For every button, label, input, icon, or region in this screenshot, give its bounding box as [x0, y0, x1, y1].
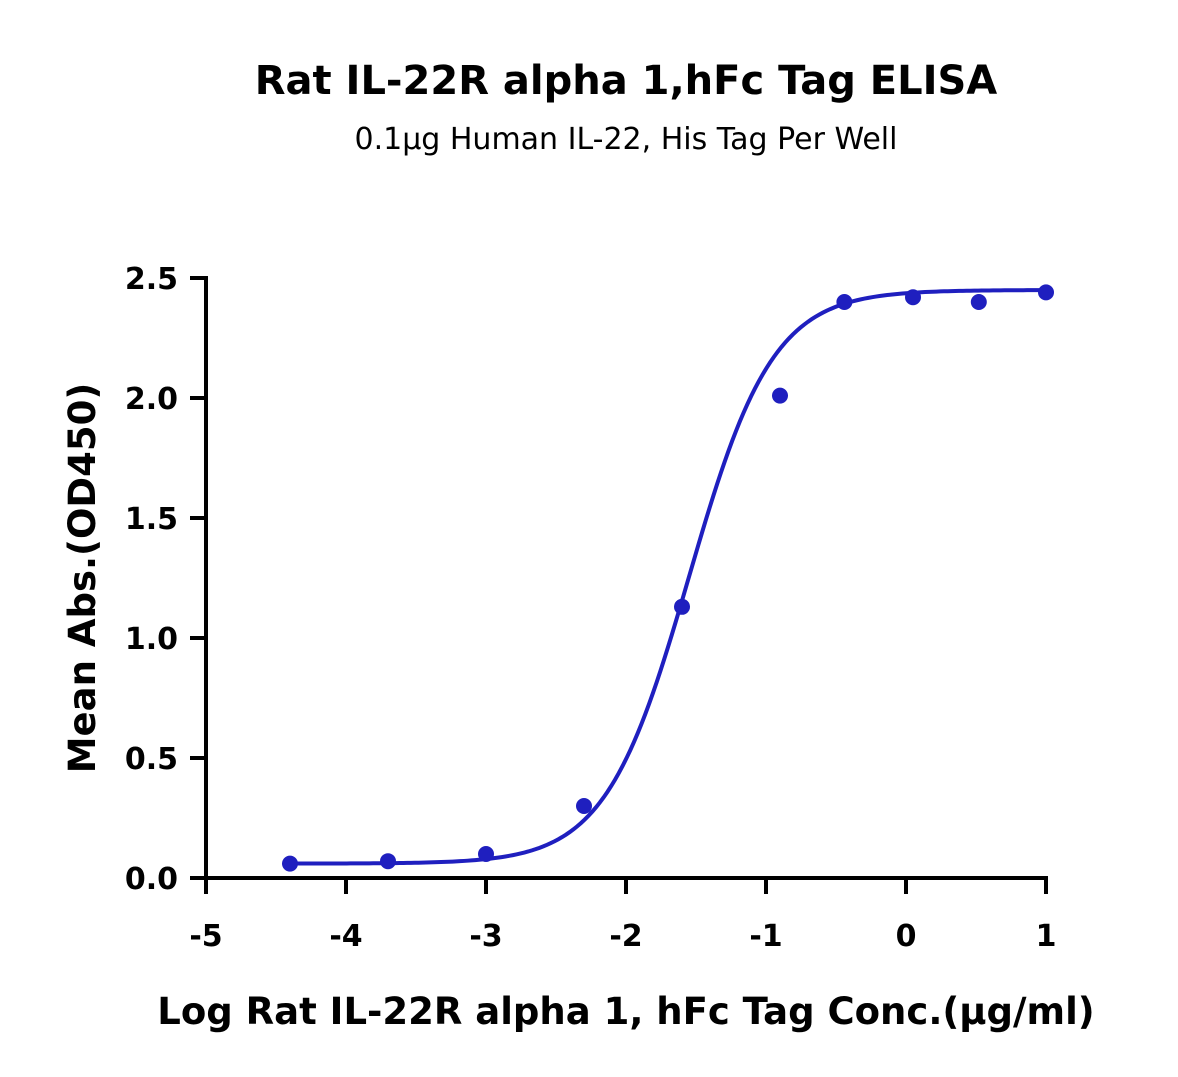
data-point	[1038, 284, 1054, 301]
x-axis-ticks: -5 -4 -3 -2 -1 0 1	[189, 878, 1056, 954]
data-point	[478, 846, 494, 862]
y-axis-ticks: 0.0 0.5 1.0 1.5 2.0 2.5	[125, 262, 206, 897]
chart-title: Rat IL-22R alpha 1,hFc Tag ELISA	[255, 58, 998, 104]
x-tick-label: 1	[1036, 919, 1057, 954]
x-axis-label: Log Rat IL-22R alpha 1, hFc Tag Conc.(µg…	[157, 990, 1094, 1033]
y-tick-label: 0.5	[125, 742, 178, 777]
y-tick-label: 2.5	[125, 262, 178, 297]
x-tick-label: -5	[189, 919, 222, 954]
y-tick-label: 2.0	[125, 382, 178, 417]
data-points	[282, 284, 1054, 872]
y-tick-label: 1.0	[125, 622, 178, 657]
y-tick-label: 1.5	[125, 502, 178, 537]
x-tick-label: -3	[469, 919, 502, 954]
axes	[204, 276, 1048, 880]
x-tick-label: -1	[749, 919, 782, 954]
x-tick-label: 0	[896, 919, 917, 954]
data-point	[674, 598, 690, 615]
data-point	[576, 798, 592, 814]
data-point	[970, 294, 987, 310]
data-point	[836, 294, 853, 310]
data-point	[282, 855, 298, 872]
x-tick-label: -2	[609, 919, 642, 954]
data-point	[380, 853, 396, 870]
x-tick-label: -4	[329, 919, 362, 954]
y-tick-label: 0.0	[125, 862, 178, 897]
y-axis-label: Mean Abs.(OD450)	[61, 383, 104, 774]
data-point	[772, 387, 788, 404]
chart-subtitle: 0.1µg Human IL-22, His Tag Per Well	[355, 122, 898, 157]
fit-curve	[289, 288, 1047, 866]
data-point	[905, 289, 921, 306]
